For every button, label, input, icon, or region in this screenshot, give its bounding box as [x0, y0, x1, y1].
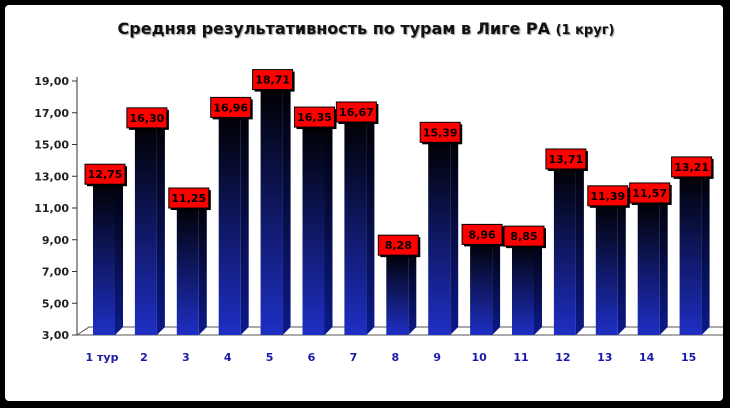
data-label-box — [294, 106, 335, 128]
chart-title-text: Средняя результативность по турам в Лиге… — [117, 19, 551, 38]
data-label: 16,30 — [130, 112, 165, 125]
bar-side — [575, 156, 584, 335]
bar — [386, 251, 409, 335]
x-tick-label: 3 — [182, 351, 190, 364]
bar-side — [701, 164, 710, 335]
y-tick-label: 11,00 — [34, 202, 69, 215]
data-label: 8,96 — [469, 228, 496, 241]
chart-title: Средняя результативность по турам в Лиге… — [5, 19, 723, 38]
x-tick-label: 12 — [555, 351, 570, 364]
data-label: 11,39 — [590, 190, 625, 203]
chart-frame: Средняя результативность по турам в Лиге… — [3, 3, 725, 403]
y-tick-label: 7,00 — [42, 266, 69, 279]
bar-side — [450, 130, 459, 335]
data-label-box — [587, 185, 629, 207]
x-tick-label: 14 — [639, 351, 655, 364]
data-label-box — [503, 225, 545, 247]
bar-side — [282, 77, 291, 335]
y-tick-label: 13,00 — [34, 170, 69, 183]
bar — [512, 242, 534, 335]
chart-subtitle: (1 круг) — [555, 23, 615, 38]
bar — [553, 164, 576, 335]
data-label-box — [84, 163, 126, 185]
bar-side — [534, 234, 542, 335]
bar-chart: 3,00 5,00 7,00 9,00 11,00 13,00 15,00 17,00 19,0… — [34, 69, 723, 364]
data-label-box — [252, 69, 294, 91]
data-label: 16,35 — [297, 111, 332, 124]
bar — [302, 123, 325, 335]
data-label-box — [419, 121, 461, 143]
data-label-box — [671, 156, 713, 178]
bar — [260, 85, 283, 335]
bar — [637, 198, 660, 335]
data-label: 11,25 — [171, 192, 206, 205]
data-label: 8,28 — [385, 239, 412, 252]
x-tick-label: 2 — [140, 351, 148, 364]
x-tick-label: 6 — [308, 351, 316, 364]
x-tick-label: 9 — [433, 351, 441, 364]
bar — [93, 180, 115, 335]
data-label: 16,96 — [213, 101, 248, 114]
x-tick-label: 13 — [597, 351, 612, 364]
bar — [176, 204, 199, 335]
data-label-box — [377, 234, 419, 256]
bar — [218, 113, 241, 335]
data-label: 18,71 — [255, 74, 290, 87]
x-tick-label: 4 — [224, 351, 232, 364]
bar-side — [240, 105, 249, 335]
data-label-box — [168, 187, 210, 209]
data-label: 16,67 — [339, 106, 374, 119]
bar-side — [492, 232, 501, 335]
bar-side — [408, 243, 417, 335]
x-tick-label: 10 — [471, 351, 487, 364]
data-label-box — [629, 182, 671, 204]
bar-side — [617, 193, 626, 335]
x-tick-label: 15 — [681, 351, 696, 364]
data-label: 11,57 — [632, 187, 667, 200]
data-label-box — [461, 223, 503, 245]
y-tick-label: 19,00 — [34, 75, 69, 88]
bar — [595, 201, 618, 335]
bar-side — [198, 196, 207, 335]
data-label-box — [126, 107, 168, 129]
bar-side — [659, 190, 668, 335]
bar — [679, 172, 702, 335]
bar — [344, 117, 367, 336]
bar — [134, 123, 157, 335]
data-label: 15,39 — [423, 126, 458, 139]
bar-side — [324, 115, 333, 335]
x-tick-label: 8 — [391, 351, 399, 364]
data-label: 13,21 — [674, 161, 709, 174]
x-tick-label: 1 тур — [86, 351, 119, 364]
data-label-box — [210, 96, 252, 118]
bar — [470, 240, 493, 335]
x-tick-label: 11 — [513, 351, 528, 364]
data-label-box — [545, 148, 587, 170]
bar-side — [115, 172, 123, 335]
data-label: 12,75 — [88, 168, 123, 181]
y-tick-label: 15,00 — [34, 139, 69, 152]
data-label-box — [335, 101, 377, 123]
data-label: 8,85 — [510, 230, 537, 243]
y-tick-label: 3,00 — [42, 329, 69, 342]
y-tick-label: 17,00 — [34, 107, 69, 120]
bar-side — [366, 109, 375, 336]
data-label: 13,71 — [549, 153, 584, 166]
y-tick-label: 5,00 — [42, 297, 69, 310]
bar — [428, 138, 451, 335]
bar-side — [156, 115, 165, 335]
y-tick-label: 9,00 — [42, 234, 69, 247]
x-tick-label: 5 — [266, 351, 274, 364]
x-tick-label: 7 — [350, 351, 358, 364]
